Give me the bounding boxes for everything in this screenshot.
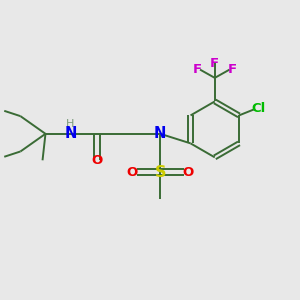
Text: O: O	[183, 166, 194, 178]
Text: O: O	[92, 154, 103, 167]
Text: O: O	[127, 166, 138, 178]
Text: F: F	[210, 57, 219, 70]
Text: F: F	[228, 63, 237, 76]
Text: N: N	[64, 126, 77, 141]
Text: S: S	[154, 165, 166, 180]
Text: N: N	[154, 126, 167, 141]
Text: Cl: Cl	[251, 101, 265, 115]
Text: H: H	[66, 119, 75, 129]
Text: F: F	[193, 63, 202, 76]
